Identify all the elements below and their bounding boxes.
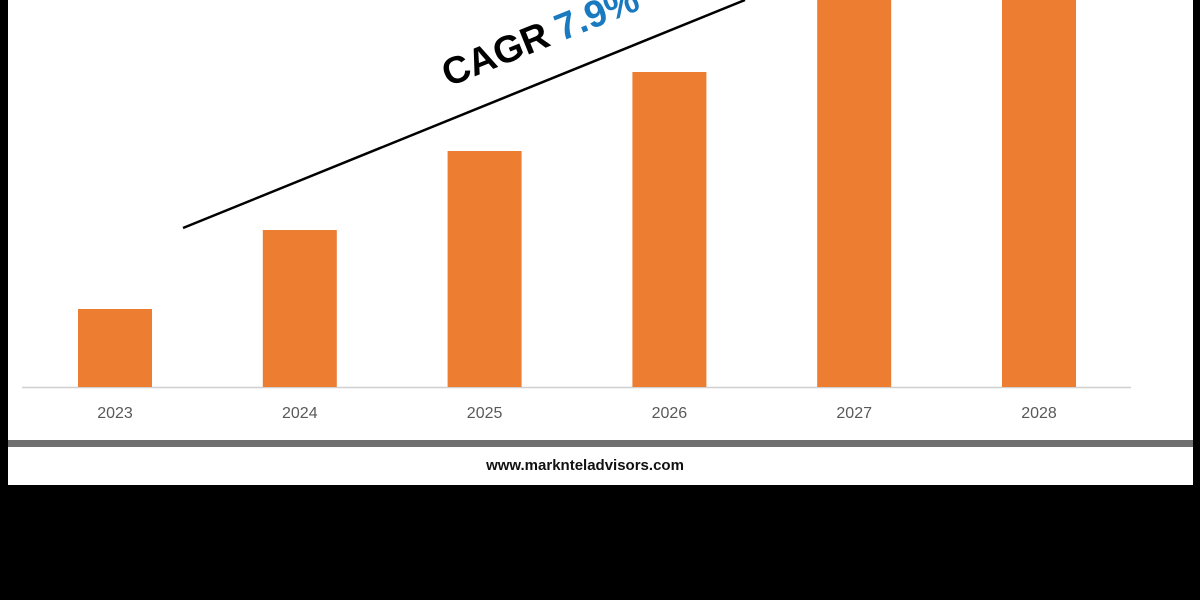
x-tick-label: 2025 bbox=[467, 405, 503, 422]
panel bbox=[8, 0, 1193, 485]
bar bbox=[817, 0, 892, 387]
x-tick-label: 2028 bbox=[1021, 405, 1057, 422]
bar bbox=[632, 72, 707, 387]
x-tick-label: 2026 bbox=[652, 405, 688, 422]
footer-divider bbox=[8, 440, 1193, 447]
trend-line bbox=[182, 0, 746, 230]
bar bbox=[262, 230, 337, 387]
x-tick-label: 2023 bbox=[97, 405, 133, 422]
x-tick-label: 2027 bbox=[836, 405, 872, 422]
bar bbox=[447, 151, 522, 387]
x-tick-label: 2024 bbox=[282, 405, 318, 422]
bar bbox=[1002, 0, 1076, 387]
bar bbox=[78, 309, 152, 387]
source: www.marknteladvisors.com bbox=[485, 457, 684, 474]
